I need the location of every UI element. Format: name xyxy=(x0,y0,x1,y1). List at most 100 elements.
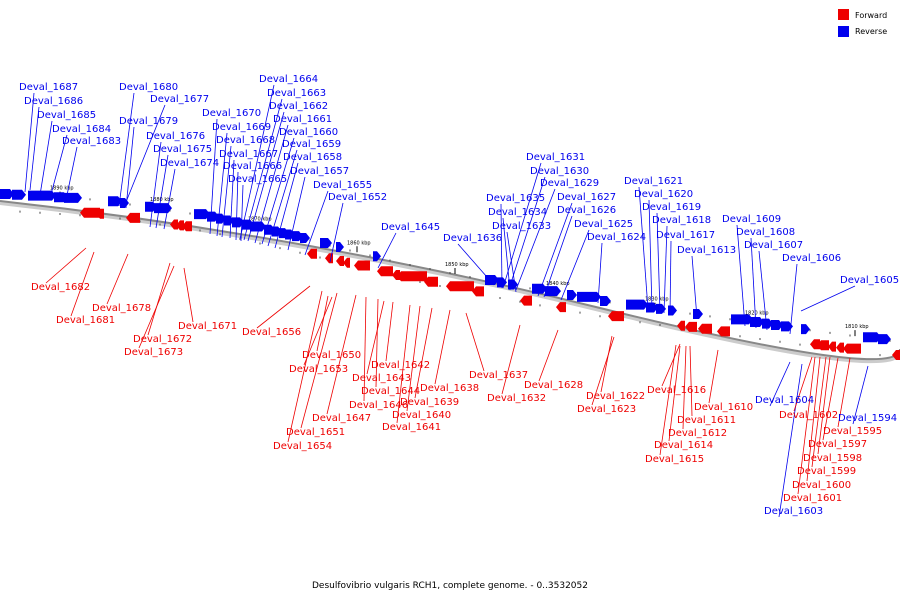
forward-gene-label: Deval_1681 xyxy=(56,315,115,326)
reverse-gene-label: Deval_1663 xyxy=(267,88,326,99)
reverse-gene-label: Deval_1679 xyxy=(119,116,178,127)
reverse-leader-line xyxy=(502,162,542,289)
reverse-leader-line xyxy=(656,212,661,313)
reverse-gene-label: Deval_1621 xyxy=(624,176,683,187)
reverse-gene-label: Deval_1604 xyxy=(755,395,814,406)
forward-leader-line xyxy=(287,290,323,443)
scale-tick-label: 1840 kbp xyxy=(546,281,570,287)
reverse-leader-line xyxy=(597,242,603,304)
forward-gene-label: Deval_1678 xyxy=(92,303,151,314)
legend-forward-swatch xyxy=(838,9,849,20)
scale-ticks: 1890 kbp 1880 kbp 1870 kbp 1860 kbp 1850 kbp… xyxy=(9,186,900,359)
reverse-leader-line xyxy=(758,250,768,331)
forward-gene xyxy=(397,271,427,282)
reverse-gene-label: Deval_1665 xyxy=(228,174,287,185)
forward-leader-line xyxy=(797,356,816,495)
forward-leader-line xyxy=(326,294,357,415)
genome-backbone xyxy=(0,200,900,361)
reverse-gene xyxy=(771,319,783,330)
forward-gene-label: Deval_1638 xyxy=(420,383,479,394)
reverse-gene xyxy=(194,209,210,220)
reverse-gene xyxy=(781,321,793,332)
reverse-leader-line xyxy=(543,215,573,298)
reverse-leader-line xyxy=(155,154,169,229)
forward-leader-line xyxy=(396,304,411,424)
reverse-gene xyxy=(656,303,666,314)
forward-gene xyxy=(685,321,697,332)
forward-leader-line xyxy=(375,298,379,388)
genome-backbone-shadow xyxy=(0,201,900,364)
forward-gene-label: Deval_1611 xyxy=(677,415,736,426)
reverse-leader-line xyxy=(800,285,856,312)
forward-gene-label: Deval_1614 xyxy=(654,440,713,451)
forward-gene xyxy=(336,256,344,266)
reverse-leader-line xyxy=(235,171,239,241)
reverse-gene-label: Deval_1684 xyxy=(52,124,111,135)
reverse-leader-line xyxy=(663,225,668,314)
forward-gene xyxy=(343,257,350,268)
reverse-gene-label: Deval_1676 xyxy=(146,131,205,142)
reverse-gene xyxy=(577,291,601,302)
reverse-gene-label: Deval_1631 xyxy=(526,152,585,163)
forward-leader-line xyxy=(600,335,613,393)
reverse-gene xyxy=(626,299,648,310)
reverse-gene-label: Deval_1633 xyxy=(492,221,551,232)
reverse-gene-label: Deval_1680 xyxy=(119,82,178,93)
scale-tick-label: 1810 kbp xyxy=(845,324,869,330)
reverse-gene xyxy=(224,215,234,226)
reverse-gene xyxy=(64,192,82,203)
forward-gene xyxy=(677,320,685,331)
forward-gene-label: Deval_1637 xyxy=(469,370,528,381)
forward-leader-line xyxy=(183,267,194,323)
reverse-gene xyxy=(863,332,881,343)
reverse-gene-label: Deval_1618 xyxy=(652,215,711,226)
scale-tick-label: 1850 kbp xyxy=(445,262,469,268)
reverse-leader-line xyxy=(669,240,672,316)
forward-gene xyxy=(810,339,820,350)
forward-leader-line xyxy=(837,357,851,428)
forward-gene-label: Deval_1656 xyxy=(242,327,301,338)
reverse-leader-line xyxy=(216,132,228,237)
gene-features xyxy=(0,189,900,360)
forward-leader-line xyxy=(817,356,831,455)
scale-tick-label: 1820 kbp xyxy=(745,311,769,317)
reverse-leader-line xyxy=(29,106,40,191)
reverse-leader-line xyxy=(49,134,68,199)
forward-gene xyxy=(836,342,844,353)
forward-gene-label: Deval_1650 xyxy=(302,350,361,361)
reverse-gene-label: Deval_1670 xyxy=(202,108,261,119)
reverse-gene xyxy=(750,317,764,327)
forward-gene xyxy=(307,248,317,259)
forward-gene-label: Deval_1646 xyxy=(349,400,408,411)
forward-gene xyxy=(843,343,861,354)
scale-tick-label: 1890 kbp xyxy=(50,186,74,192)
forward-gene xyxy=(817,340,829,351)
forward-gene-label: Deval_1610 xyxy=(694,402,753,413)
reverse-gene-label: Deval_1668 xyxy=(216,135,275,146)
forward-leader-line xyxy=(303,296,333,366)
reverse-gene-label: Deval_1687 xyxy=(19,82,78,93)
forward-gene xyxy=(354,260,370,271)
reverse-leader-line xyxy=(515,188,556,291)
forward-leader-line xyxy=(256,285,311,329)
forward-gene-label: Deval_1616 xyxy=(647,385,706,396)
forward-leader-line xyxy=(434,309,451,385)
reverse-leader-line xyxy=(261,137,295,245)
forward-gene xyxy=(377,266,393,277)
forward-gene-label: Deval_1615 xyxy=(645,454,704,465)
reverse-gene-label: Deval_1606 xyxy=(782,253,841,264)
reverse-leader-line xyxy=(125,126,135,209)
forward-gene-label: Deval_1599 xyxy=(797,466,856,477)
reverse-gene-label: Deval_1666 xyxy=(223,161,282,172)
forward-gene xyxy=(424,276,438,287)
forward-leader-line xyxy=(45,247,87,284)
reverse-gene-label: Deval_1686 xyxy=(24,96,83,107)
reverse-gene xyxy=(668,305,677,316)
reverse-leader-line xyxy=(736,224,746,327)
forward-gene-label: Deval_1639 xyxy=(400,397,459,408)
legend-forward-label: Forward xyxy=(855,11,887,20)
forward-gene xyxy=(556,302,566,313)
reverse-gene-label: Deval_1664 xyxy=(259,74,318,85)
forward-leader-line xyxy=(366,300,385,375)
reverse-gene-label: Deval_1609 xyxy=(722,214,781,225)
